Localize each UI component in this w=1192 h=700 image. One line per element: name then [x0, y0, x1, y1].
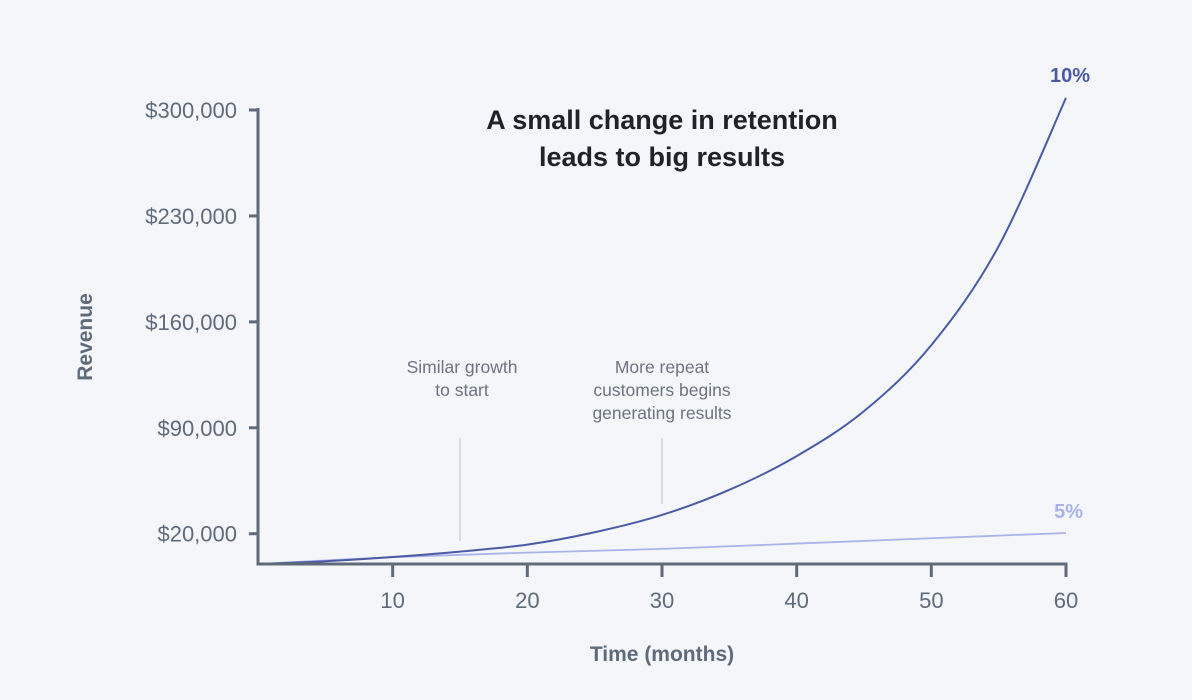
annotation-2-line-3: generating results: [592, 403, 731, 423]
annotations: Similar growth to start More repeat cust…: [407, 357, 732, 423]
x-tick-label: 50: [919, 588, 943, 613]
y-axis-title: Revenue: [74, 293, 97, 381]
x-tick-label: 40: [784, 588, 808, 613]
y-tick-label: $300,000: [145, 98, 237, 123]
series-line-10pct: [257, 97, 1067, 565]
x-tick-label: 60: [1054, 588, 1078, 613]
annotation-1-line-2: to start: [435, 380, 489, 400]
x-tick-label: 20: [515, 588, 539, 613]
chart-title: A small change in retention leads to big…: [486, 105, 838, 172]
annotation-lines: [459, 438, 663, 541]
y-tick-label: $20,000: [157, 522, 237, 547]
y-tick-label: $230,000: [145, 204, 237, 229]
x-tick-label: 10: [380, 588, 404, 613]
series-label-10pct: 10%: [1050, 65, 1090, 87]
x-tick-label: 30: [650, 588, 674, 613]
annotation-2-line-1: More repeat: [615, 357, 709, 377]
x-axis-title: Time (months): [590, 643, 734, 666]
y-tick-label: $90,000: [157, 416, 237, 441]
series-line-5pct: [257, 532, 1067, 565]
series-label-5pct: 5%: [1054, 501, 1083, 523]
annotation-2-line-2: customers begins: [593, 380, 730, 400]
annotation-1-line-1: Similar growth: [407, 357, 518, 377]
y-axis-ticks: $20,000 $90,000 $160,000 $230,000 $300,000: [145, 98, 258, 547]
x-axis-ticks: 10 20 30 40 50 60: [380, 564, 1078, 613]
chart-title-line-2: leads to big results: [539, 142, 785, 172]
series-lines: [257, 97, 1067, 565]
chart-title-line-1: A small change in retention: [486, 105, 838, 135]
y-tick-label: $160,000: [145, 310, 237, 335]
series-labels: 10% 5%: [1050, 65, 1090, 523]
